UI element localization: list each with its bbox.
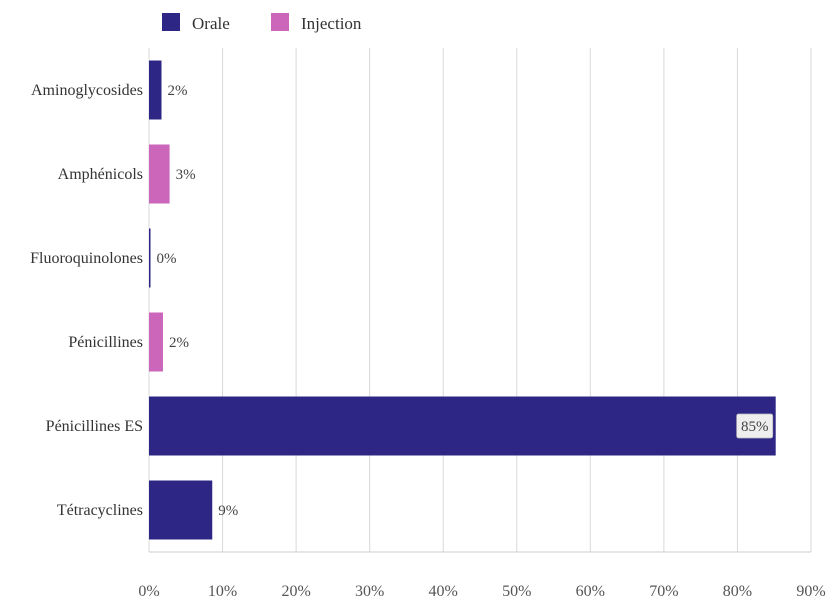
bar-aminoglycosides [149,60,162,120]
chart-gridlines [148,48,812,553]
value-label: 2% [168,83,188,99]
category-label: Pénicillines ES [46,418,143,435]
x-tick-label: 60% [576,583,605,599]
value-label: 2% [169,335,189,351]
category-label: Fluoroquinolones [30,250,143,267]
bar-tetracyclines [149,480,213,540]
x-tick-label: 50% [502,583,531,599]
value-label: 3% [176,167,196,183]
bar-amphenicols [149,144,170,204]
legend-label-injection: Injection [301,14,362,33]
value-label: 85% [741,419,769,435]
legend-item-injection: Injection [271,13,362,33]
value-label-bg [736,413,774,439]
x-tick-label: 30% [355,583,384,599]
chart-bars [149,60,776,540]
x-tick-label: 20% [281,583,310,599]
category-label: Tétracyclines [57,502,143,519]
value-label: 0% [157,251,177,267]
legend-label-orale: Orale [192,14,230,33]
bar-penicillines-es [149,396,776,456]
bar-penicillines [149,312,163,372]
legend-item-orale: Orale [162,13,230,33]
x-tick-label: 70% [649,583,678,599]
category-label: Pénicillines [68,334,143,351]
x-tick-label: 10% [208,583,237,599]
legend-swatch-injection [271,13,289,31]
x-tick-label: 40% [429,583,458,599]
bar-fluoroquinolones [149,228,151,288]
x-tick-label: 90% [796,583,825,599]
category-label: Aminoglycosides [31,82,143,99]
value-label-box: 85% [736,413,774,439]
x-tick-label: 0% [138,583,159,599]
legend-swatch-orale [162,13,180,31]
category-labels: Aminoglycosides Amphénicols Fluoroquinolon… [30,82,143,519]
bar-value-labels: 2% 3% 0% 2% 85% 9% [157,83,774,519]
category-label: Amphénicols [58,166,143,183]
chart-legend: Orale Injection [162,13,362,33]
value-label: 9% [218,503,238,519]
x-tick-labels: 0% 10% 20% 30% 40% 50% 60% 70% 80% 90% [138,583,825,599]
x-tick-label: 80% [723,583,752,599]
